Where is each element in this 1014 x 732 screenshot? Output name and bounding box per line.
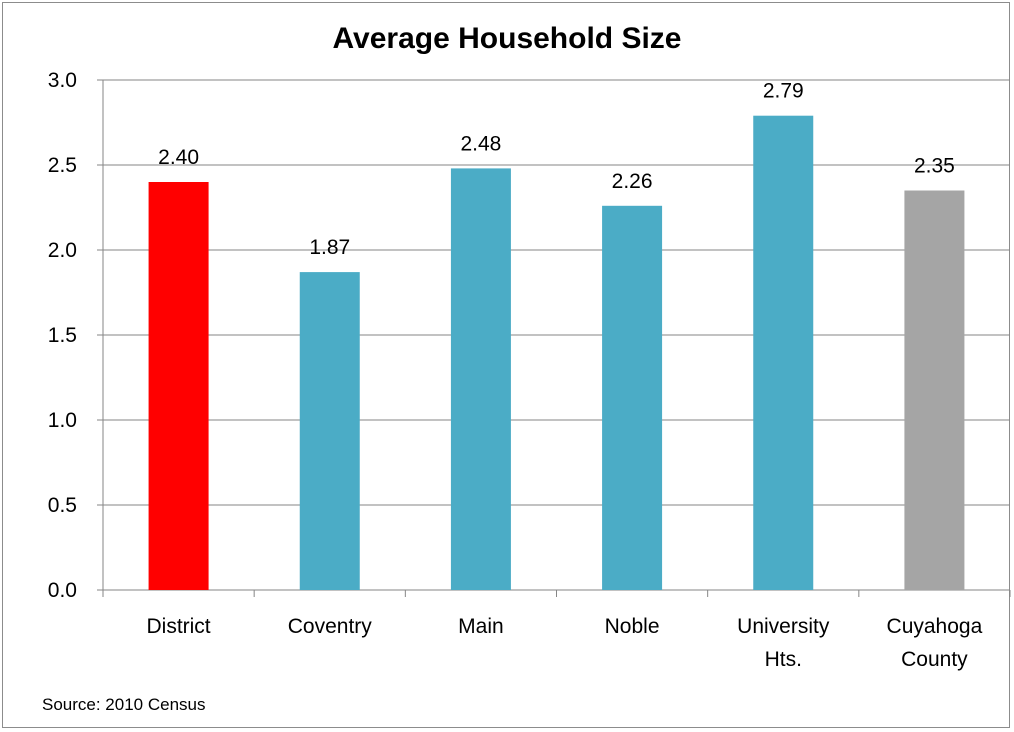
bar — [904, 190, 965, 590]
data-label: 2.79 — [763, 80, 804, 103]
y-tick-label: 1.5 — [48, 324, 77, 347]
bar — [602, 205, 663, 591]
y-tick-label: 1.0 — [48, 409, 77, 432]
x-tick-label: Noble — [605, 615, 660, 638]
bar — [753, 115, 814, 590]
data-label: 2.48 — [460, 132, 501, 155]
x-tick-label: Cuyahoga — [887, 615, 983, 638]
bar — [450, 168, 511, 590]
data-label: 2.26 — [612, 170, 653, 193]
y-tick-label: 2.5 — [48, 154, 77, 177]
x-tick-label: University — [737, 615, 830, 638]
x-tick-label: Hts. — [765, 648, 802, 671]
y-tick-label: 0.0 — [48, 579, 77, 602]
y-tick-label: 3.0 — [48, 69, 77, 92]
y-tick-label: 0.5 — [48, 494, 77, 517]
x-tick-label: District — [146, 615, 210, 638]
x-tick-label: Main — [458, 615, 504, 638]
data-label: 1.87 — [309, 236, 350, 259]
bar — [299, 272, 360, 590]
y-tick-label: 2.0 — [48, 239, 77, 262]
source-note: Source: 2010 Census — [42, 695, 206, 714]
bar — [148, 182, 209, 590]
data-label: 2.40 — [158, 146, 199, 169]
x-tick-label: Coventry — [288, 615, 373, 638]
chart-title: Average Household Size — [332, 22, 682, 55]
x-tick-label: County — [901, 648, 968, 671]
data-label: 2.35 — [914, 155, 955, 178]
